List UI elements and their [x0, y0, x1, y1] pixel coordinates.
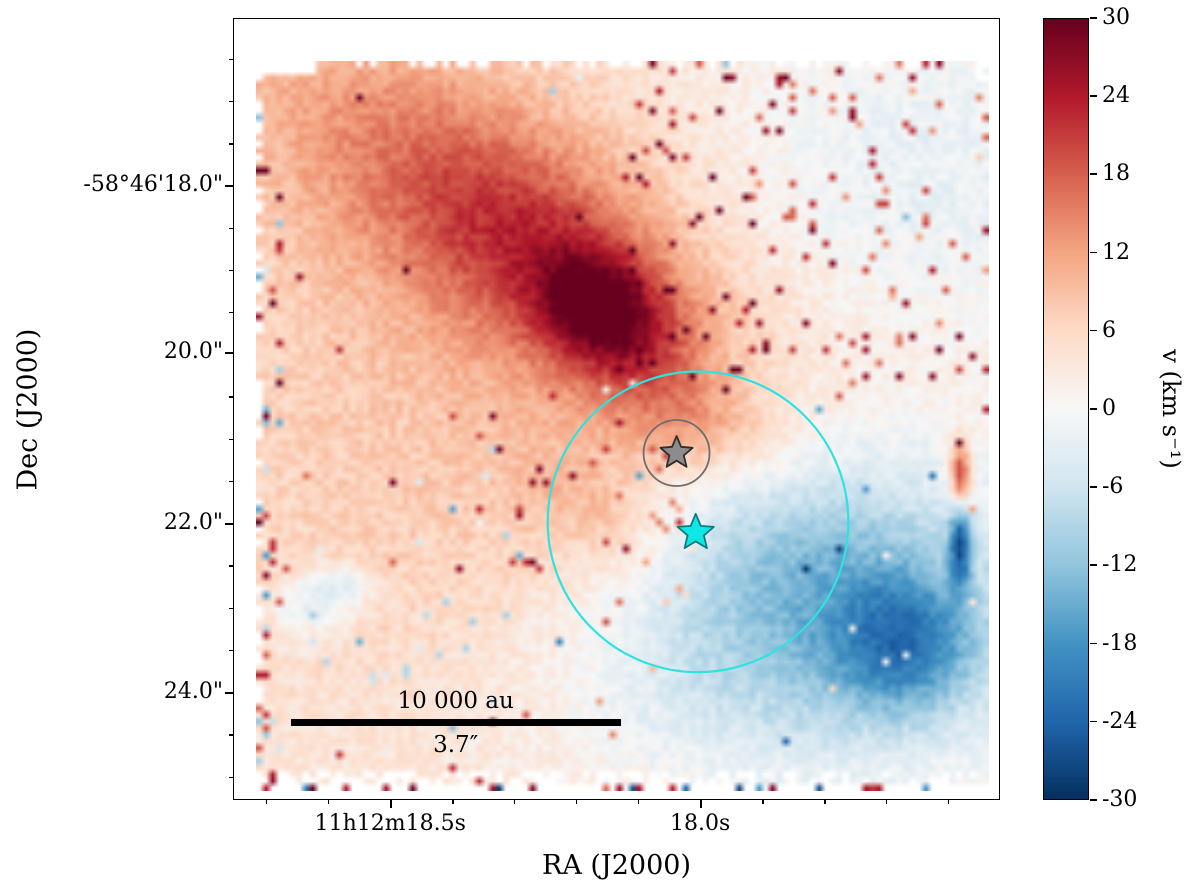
x-tick-label: 18.0s — [669, 811, 731, 836]
y-minor-tick — [229, 607, 234, 610]
y-minor-tick — [229, 565, 234, 567]
y-tick-label: -58°46'18.0" — [83, 172, 223, 198]
colorbar — [1043, 18, 1089, 800]
colorbar-tick-label: -6 — [1102, 474, 1124, 500]
colorbar-tick — [1090, 17, 1097, 19]
y-minor-tick — [229, 100, 234, 103]
y-minor-tick — [229, 438, 234, 441]
y-minor-tick — [229, 649, 234, 652]
x-minor-tick — [452, 799, 454, 804]
y-minor-tick — [229, 734, 234, 736]
colorbar-title: v (km s⁻¹) — [1157, 349, 1185, 469]
y-minor-tick — [229, 312, 234, 314]
colorbar-tick-label: 30 — [1102, 5, 1130, 30]
x-minor-tick — [328, 799, 330, 804]
y-tick-label: 20.0" — [163, 338, 223, 364]
colorbar-gradient — [1044, 19, 1088, 799]
x-minor-tick — [575, 799, 578, 804]
colorbar-tick — [1090, 564, 1097, 566]
colorbar-tick — [1090, 486, 1097, 488]
x-minor-tick — [885, 799, 888, 804]
x-axis-title: RA (J2000) — [541, 850, 691, 881]
scalebar-angle-label: 3.7″ — [433, 731, 479, 758]
y-tick-label: 22.0" — [163, 510, 223, 536]
colorbar-tick-label: -24 — [1102, 708, 1138, 734]
y-minor-tick — [229, 480, 234, 483]
colorbar-tick-label: 0 — [1102, 396, 1116, 421]
colorbar-tick-label: 6 — [1102, 317, 1116, 343]
y-axis-title: Dec (J2000) — [12, 328, 44, 491]
colorbar-tick-label: -12 — [1102, 552, 1138, 578]
x-minor-tick — [824, 799, 826, 804]
y-major-tick — [225, 351, 234, 354]
colorbar-tick-label: -30 — [1102, 787, 1138, 812]
x-tick-label: 11h12m18.5s — [314, 811, 466, 836]
y-major-tick — [225, 185, 234, 188]
x-minor-tick — [637, 799, 640, 804]
y-tick-label: 24.0" — [163, 679, 223, 705]
colorbar-tick-label: -18 — [1102, 630, 1138, 656]
colorbar-tick-label: 24 — [1102, 83, 1130, 109]
y-major-tick — [225, 692, 234, 694]
y-minor-tick — [229, 143, 234, 145]
x-major-tick — [700, 799, 702, 808]
colorbar-tick — [1090, 329, 1097, 332]
x-major-tick — [390, 799, 393, 808]
colorbar-tick — [1090, 642, 1097, 645]
colorbar-tick — [1090, 799, 1097, 801]
x-minor-tick — [762, 799, 764, 804]
scalebar-line — [290, 718, 621, 726]
x-minor-tick — [947, 799, 950, 804]
y-minor-tick — [229, 776, 234, 778]
colorbar-tick-label: 18 — [1102, 161, 1130, 187]
velocity-map-canvas — [256, 61, 989, 791]
colorbar-tick — [1090, 251, 1097, 254]
colorbar-tick — [1090, 720, 1097, 723]
y-minor-tick — [229, 396, 234, 398]
colorbar-tick — [1090, 95, 1097, 97]
scalebar-length-label: 10 000 au — [397, 687, 514, 714]
colorbar-tick-label: 12 — [1102, 239, 1130, 265]
colorbar-tick — [1090, 408, 1097, 410]
colorbar-tick — [1090, 173, 1097, 175]
y-minor-tick — [229, 58, 234, 61]
x-minor-tick — [265, 799, 268, 804]
y-minor-tick — [229, 227, 234, 229]
plot-area: 10 000 au 3.7″ — [225, 18, 1000, 808]
x-minor-tick — [513, 799, 516, 804]
y-major-tick — [225, 523, 234, 525]
y-minor-tick — [229, 269, 234, 272]
